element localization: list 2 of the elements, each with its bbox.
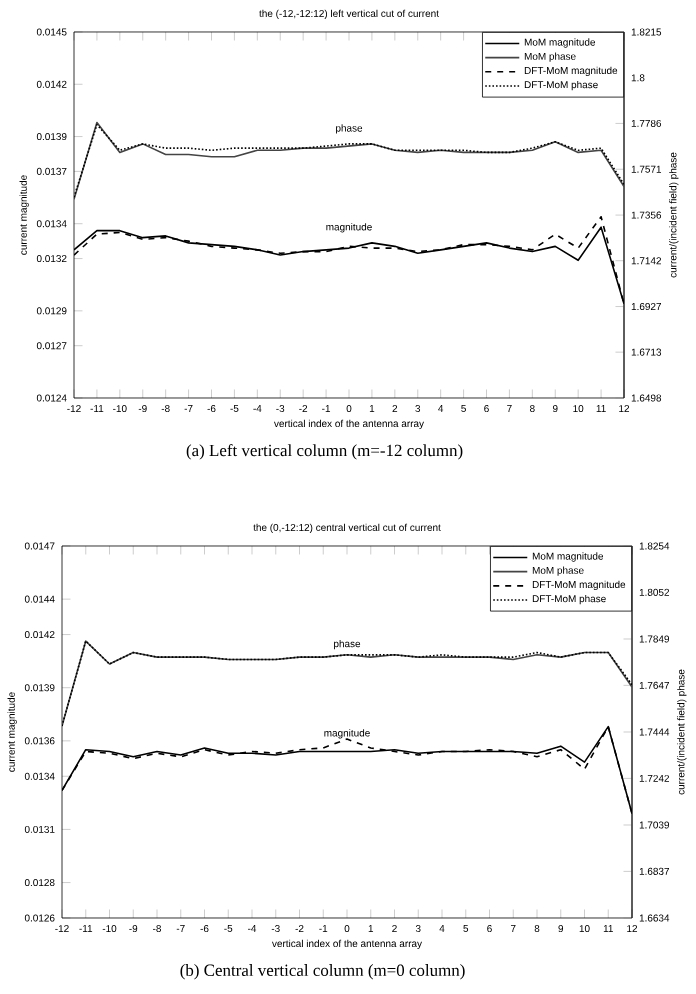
text: (a) Left vertical column (m=-12 column)	[186, 444, 463, 460]
text: (b) Central vertical column (m=0 column)	[180, 964, 465, 980]
